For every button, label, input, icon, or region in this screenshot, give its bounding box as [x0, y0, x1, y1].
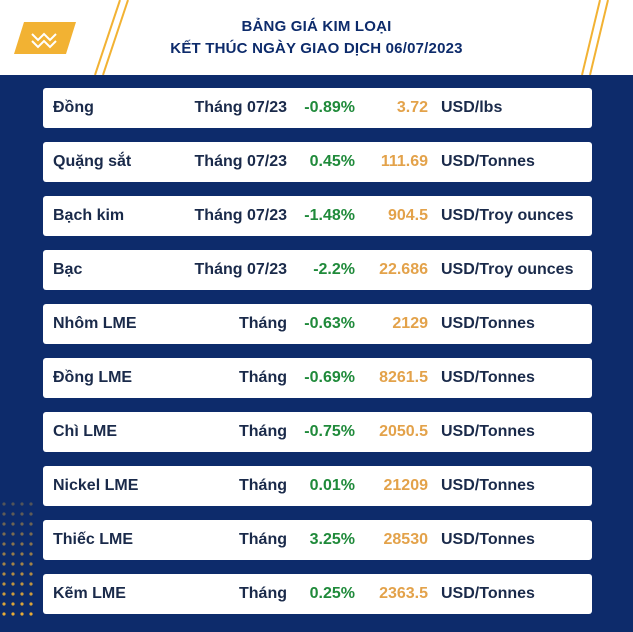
price-unit: USD/Troy ounces: [441, 207, 574, 224]
price-unit: USD/Tonnes: [441, 423, 535, 440]
percent-change: 0.01%: [309, 477, 355, 494]
price-unit: USD/Tonnes: [441, 369, 535, 386]
price-value: 3.72: [396, 99, 428, 116]
metal-name: Quặng sắt: [53, 153, 132, 170]
dot-pattern-decoration: [2, 502, 33, 616]
price-unit: USD/Tonnes: [441, 585, 535, 602]
contract-month: Tháng: [239, 477, 287, 494]
table-row: Chì LME Tháng -0.75% 2050.5 USD/Tonnes: [43, 412, 592, 452]
header-banner: BẢNG GIÁ KIM LOẠI KẾT THÚC NGÀY GIAO DỊC…: [0, 0, 633, 75]
metal-name: Bạch kim: [53, 207, 125, 224]
metal-name: Chì LME: [53, 423, 117, 440]
price-unit: USD/Troy ounces: [441, 261, 574, 278]
contract-month: Tháng: [239, 423, 287, 440]
price-value: 2363.5: [379, 585, 428, 602]
percent-change: -0.69%: [304, 369, 355, 386]
price-value: 2129: [392, 315, 428, 332]
price-value: 2050.5: [379, 423, 428, 440]
price-unit: USD/Tonnes: [441, 315, 535, 332]
price-value: 21209: [383, 477, 429, 494]
percent-change: 0.45%: [309, 153, 355, 170]
metal-name: Nickel LME: [53, 477, 139, 494]
percent-change: -0.75%: [304, 423, 355, 440]
metal-name: Bạc: [53, 261, 83, 278]
table-row: Đồng LME Tháng -0.69% 8261.5 USD/Tonnes: [43, 358, 592, 398]
price-unit: USD/lbs: [441, 99, 503, 116]
logo-icon: [14, 22, 76, 54]
price-value: 8261.5: [379, 369, 428, 386]
table-row: Bạch kim Tháng 07/23 -1.48% 904.5 USD/Troy o…: [43, 196, 592, 236]
contract-month: Tháng 07/23: [194, 99, 287, 116]
price-unit: USD/Tonnes: [441, 477, 535, 494]
price-table: Đồng Tháng 07/23 -0.89% 3.72 USD/lbs Quặng sắ…: [43, 88, 592, 628]
contract-month: Tháng: [239, 315, 287, 332]
price-value: 22.686: [379, 261, 428, 278]
metal-name: Nhôm LME: [53, 315, 137, 332]
table-row: Nhôm LME Tháng -0.63% 2129 USD/Tonnes: [43, 304, 592, 344]
table-row: Bạc Tháng 07/23 -2.2% 22.686 USD/Troy ounces: [43, 250, 592, 290]
header-decoration: [0, 0, 633, 75]
table-row: Đồng Tháng 07/23 -0.89% 3.72 USD/lbs: [43, 88, 592, 128]
page-subtitle: KẾT THÚC NGÀY GIAO DỊCH 06/07/2023: [170, 40, 463, 57]
percent-change: -1.48%: [304, 207, 355, 224]
price-value: 111.69: [380, 153, 428, 170]
price-value: 28530: [383, 531, 429, 548]
metal-name: Đồng LME: [53, 369, 133, 386]
percent-change: 3.25%: [309, 531, 355, 548]
table-row: Thiếc LME Tháng 3.25% 28530 USD/Tonnes: [43, 520, 592, 560]
price-value: 904.5: [387, 207, 428, 224]
contract-month: Tháng: [239, 585, 287, 602]
percent-change: -0.89%: [304, 99, 355, 116]
price-unit: USD/Tonnes: [441, 153, 535, 170]
contract-month: Tháng 07/23: [194, 261, 287, 278]
contract-month: Tháng 07/23: [194, 153, 287, 170]
price-unit: USD/Tonnes: [441, 531, 535, 548]
percent-change: -2.2%: [313, 261, 355, 278]
metal-name: Kẽm LME: [53, 585, 126, 602]
percent-change: 0.25%: [309, 585, 355, 602]
table-row: Quặng sắt Tháng 07/23 0.45% 111.69 USD/Tonne…: [43, 142, 592, 182]
contract-month: Tháng: [239, 531, 287, 548]
table-row: Kẽm LME Tháng 0.25% 2363.5 USD/Tonnes: [43, 574, 592, 614]
page-title: BẢNG GIÁ KIM LOẠI: [241, 18, 392, 35]
metal-name: Thiếc LME: [53, 531, 134, 548]
contract-month: Tháng 07/23: [194, 207, 287, 224]
percent-change: -0.63%: [304, 315, 355, 332]
metal-name: Đồng: [53, 99, 94, 116]
contract-month: Tháng: [239, 369, 287, 386]
table-row: Nickel LME Tháng 0.01% 21209 USD/Tonnes: [43, 466, 592, 506]
